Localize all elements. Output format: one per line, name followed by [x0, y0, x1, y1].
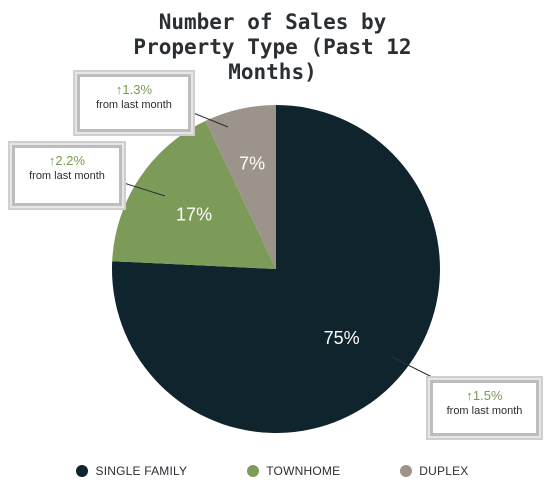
legend-item-duplex: DUPLEX — [400, 464, 468, 478]
legend-item-single-family: SINGLE FAMILY — [76, 464, 187, 478]
pie-label-duplex: 7% — [239, 153, 265, 173]
legend-label-single-family: SINGLE FAMILY — [95, 464, 188, 478]
chart-title: Number of Sales by Property Type (Past 1… — [0, 10, 545, 85]
legend-dot-single-family — [76, 465, 89, 477]
callout-townhome: ↑2.2% from last month — [12, 145, 122, 206]
legend-dot-duplex — [400, 465, 413, 477]
legend-label-duplex: DUPLEX — [419, 464, 469, 478]
legend-item-townhome: TOWNHOME — [247, 464, 340, 478]
legend-label-townhome: TOWNHOME — [266, 464, 341, 478]
callout-townhome-note: from last month — [29, 170, 105, 182]
callout-single-family-note: from last month — [446, 405, 523, 417]
pie-slice-duplex — [205, 105, 276, 269]
callout-duplex-note: from last month — [96, 99, 172, 111]
callout-single-family-change: ↑1.5% — [466, 388, 503, 403]
chart-title-line-2: Property Type (Past 12 — [133, 35, 412, 59]
pie-slice-townhome — [112, 120, 276, 269]
chart-legend: SINGLE FAMILY TOWNHOME DUPLEX — [0, 464, 545, 478]
pie-label-townhome: 17% — [176, 204, 212, 224]
chart-title-line-3: Months) — [228, 60, 317, 84]
pie-label-single-family: 75% — [324, 328, 360, 348]
callout-townhome-change: ↑2.2% — [48, 153, 86, 168]
leader-line-single-family — [391, 356, 441, 382]
callout-duplex-change: ↑1.3% — [115, 82, 153, 97]
callout-single-family: ↑1.5% from last month — [430, 380, 539, 436]
chart-title-line-1: Number of Sales by — [158, 10, 387, 34]
callout-duplex: ↑1.3% from last month — [77, 74, 191, 132]
legend-dot-townhome — [247, 465, 260, 477]
